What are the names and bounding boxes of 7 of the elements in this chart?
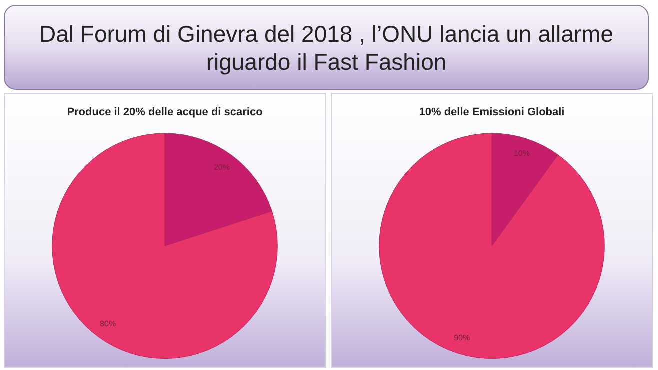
- data-label: 10%: [514, 149, 530, 158]
- data-label: 20%: [214, 162, 230, 172]
- chart-title: 10% delle Emissioni Globali: [419, 106, 565, 119]
- data-label: 80%: [100, 320, 116, 329]
- text: Dal Forum di Ginevra del 2018 , l’ONU lancia un allarme riguardo il Fast Fashion: [38, 20, 614, 76]
- data-label: 90%: [454, 333, 470, 342]
- chart-title: Produce il 20% delle acque di scarico: [67, 106, 264, 119]
